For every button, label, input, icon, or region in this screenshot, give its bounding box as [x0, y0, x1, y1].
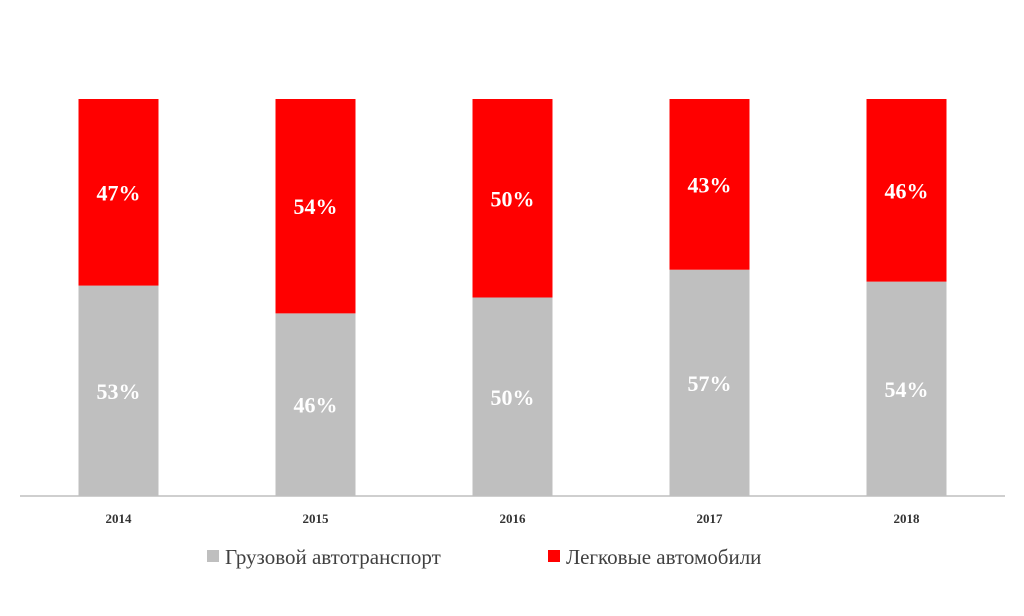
legend-swatch-trucks — [207, 550, 219, 562]
bar-segment-cars-2018 — [866, 99, 947, 282]
legend-label-cars: Легковые автомобили — [566, 545, 761, 569]
legend: Грузовой автотранспорт Легковые автомобил… — [207, 545, 761, 569]
x-tick-label-2014: 2014 — [106, 511, 133, 526]
data-label-cars-2014: 47% — [97, 180, 141, 205]
bar-segment-cars-2017 — [669, 99, 750, 270]
data-label-cars-2016: 50% — [491, 186, 535, 211]
bar-segment-trucks-2014 — [78, 285, 159, 496]
bar-segment-trucks-2017 — [669, 269, 750, 496]
value-labels-group: 53% 47% 46% 54% 50% 50% 57% 43% 54% 46% — [97, 172, 929, 417]
x-tick-label-2017: 2017 — [697, 511, 724, 526]
data-label-trucks-2016: 50% — [491, 385, 535, 410]
data-label-trucks-2017: 57% — [688, 371, 732, 396]
x-tick-label-2015: 2015 — [303, 511, 330, 526]
data-label-cars-2018: 46% — [885, 178, 929, 203]
bar-segment-cars-2014 — [78, 99, 159, 286]
legend-label-trucks: Грузовой автотранспорт — [225, 545, 441, 569]
bar-segment-trucks-2018 — [866, 281, 947, 496]
bars-group — [78, 99, 947, 496]
bar-segment-trucks-2015 — [275, 313, 356, 496]
data-label-cars-2017: 43% — [688, 172, 732, 197]
bar-segment-cars-2016 — [472, 99, 553, 298]
bar-segment-cars-2015 — [275, 99, 356, 314]
legend-swatch-cars — [548, 550, 560, 562]
data-label-cars-2015: 54% — [294, 194, 338, 219]
bar-segment-trucks-2016 — [472, 297, 553, 496]
x-tick-labels-group: 2014 2015 2016 2017 2018 — [106, 511, 921, 526]
x-tick-label-2016: 2016 — [500, 511, 527, 526]
data-label-trucks-2014: 53% — [97, 379, 141, 404]
data-label-trucks-2018: 54% — [885, 377, 929, 402]
x-tick-label-2018: 2018 — [894, 511, 921, 526]
data-label-trucks-2015: 46% — [294, 393, 338, 418]
